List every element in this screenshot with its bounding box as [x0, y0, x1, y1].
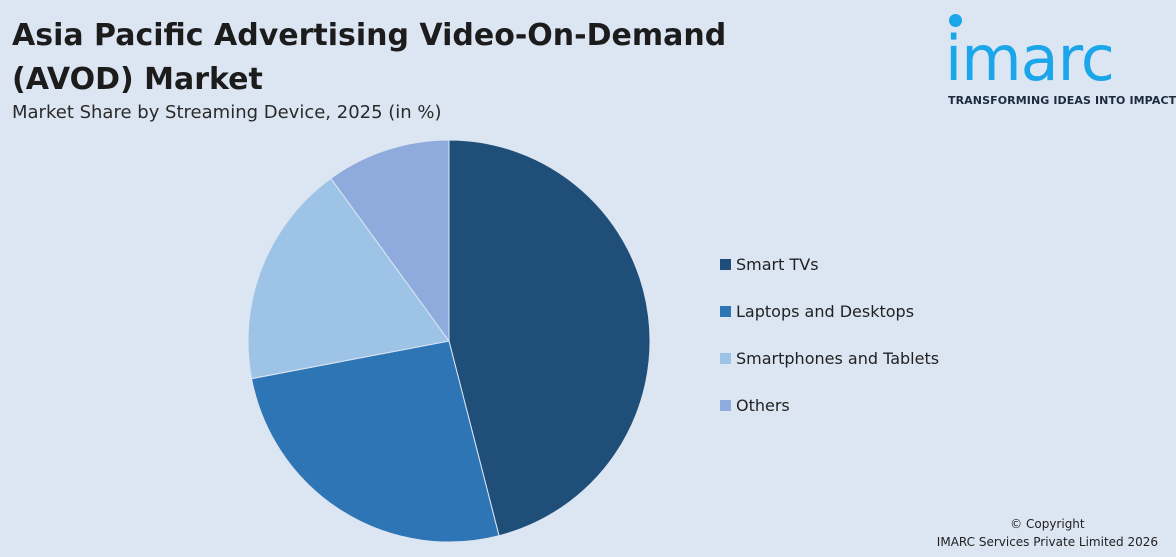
legend-label-others: Others — [736, 396, 790, 415]
legend-swatch-others — [720, 400, 731, 411]
legend-swatch-smart-tvs — [720, 259, 731, 270]
copyright-line-2: IMARC Services Private Limited 2026 — [936, 535, 1158, 549]
logo-dot-icon — [949, 14, 962, 27]
legend-label-smart-tvs: Smart TVs — [736, 255, 819, 274]
legend-item-smart-tvs: Smart TVs — [720, 241, 939, 288]
pie-slice-others — [330, 139, 450, 343]
chart-subtitle: Market Share by Streaming Device, 2025 (… — [12, 102, 442, 123]
copyright-notice: © Copyright IMARC Services Private Limit… — [937, 515, 1158, 551]
copyright-line-1: © Copyright — [1010, 517, 1085, 531]
imarc-logo: imarc TRANSFORMING IDEAS INTO IMPACT — [945, 10, 1176, 110]
pie-slice-laptops-and-desktops — [250, 340, 500, 543]
pie-chart — [240, 132, 660, 552]
chart-legend: Smart TVs Laptops and Desktops Smartphones… — [720, 241, 939, 429]
pie-slice-smartphones-and-tablets — [247, 177, 450, 380]
legend-item-smartphones-and-tablets: Smartphones and Tablets — [720, 335, 939, 382]
legend-swatch-laptops-and-desktops — [720, 306, 731, 317]
legend-label-laptops-and-desktops: Laptops and Desktops — [736, 302, 915, 321]
pie-slice-smart-tvs — [448, 139, 651, 537]
chart-title: Asia Pacific Advertising Video-On-Demand… — [12, 18, 727, 97]
legend-label-smartphones-and-tablets: Smartphones and Tablets — [736, 349, 940, 368]
legend-item-laptops-and-desktops: Laptops and Desktops — [720, 288, 939, 335]
logo-wordmark: imarc — [945, 22, 1115, 95]
logo-tagline: TRANSFORMING IDEAS INTO IMPACT — [948, 94, 1176, 107]
pie-chart-svg — [247, 139, 651, 543]
legend-item-others: Others — [720, 382, 939, 429]
legend-swatch-smartphones-and-tablets — [720, 353, 731, 364]
